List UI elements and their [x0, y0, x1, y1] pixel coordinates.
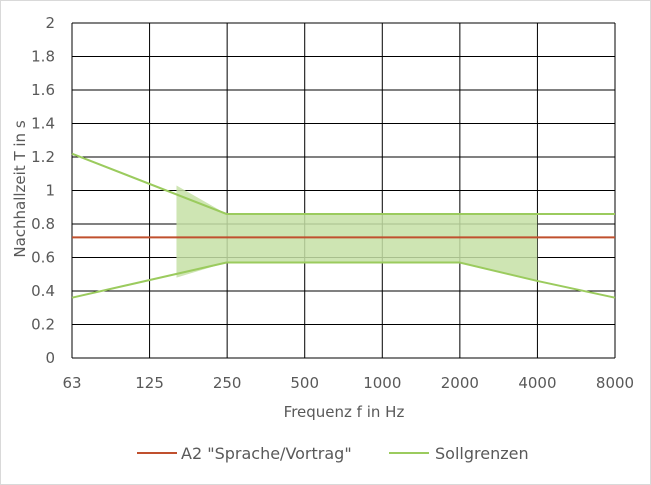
tolerance-band	[176, 185, 538, 281]
y-tick-label: 0.2	[31, 316, 55, 334]
y-axis-title: Nachhallzeit T in s	[11, 120, 29, 257]
x-axis-title: Frequenz f in Hz	[284, 403, 405, 421]
y-tick-label: 1	[45, 182, 55, 200]
y-tick-label: 2	[45, 14, 55, 32]
y-tick-label: 0	[45, 349, 55, 367]
x-tick-label: 125	[135, 374, 164, 392]
series-line-lower	[71, 261, 616, 299]
x-tick-label: 63	[62, 374, 81, 392]
x-tick-label: 500	[290, 374, 319, 392]
y-tick-label: 1.8	[31, 48, 55, 66]
y-tick-label: 0.6	[31, 249, 55, 267]
y-tick-label: 1.4	[31, 115, 55, 133]
x-tick-label: 1000	[363, 374, 401, 392]
series-line-upper	[71, 152, 615, 215]
y-tick-label: 0.8	[31, 215, 55, 233]
y-tick-label: 1.2	[31, 148, 55, 166]
y-tick-label: 1.6	[31, 81, 55, 99]
x-tick-label: 2000	[441, 374, 479, 392]
legend-entry: A2 "Sprache/Vortrag"	[181, 444, 352, 463]
x-tick-label: 8000	[596, 374, 634, 392]
y-tick-label: 0.4	[31, 282, 55, 300]
legend-entry: Sollgrenzen	[435, 444, 529, 463]
x-tick-label: 250	[213, 374, 242, 392]
x-tick-label: 4000	[518, 374, 556, 392]
legend: A2 "Sprache/Vortrag" Sollgrenzen	[137, 444, 529, 463]
